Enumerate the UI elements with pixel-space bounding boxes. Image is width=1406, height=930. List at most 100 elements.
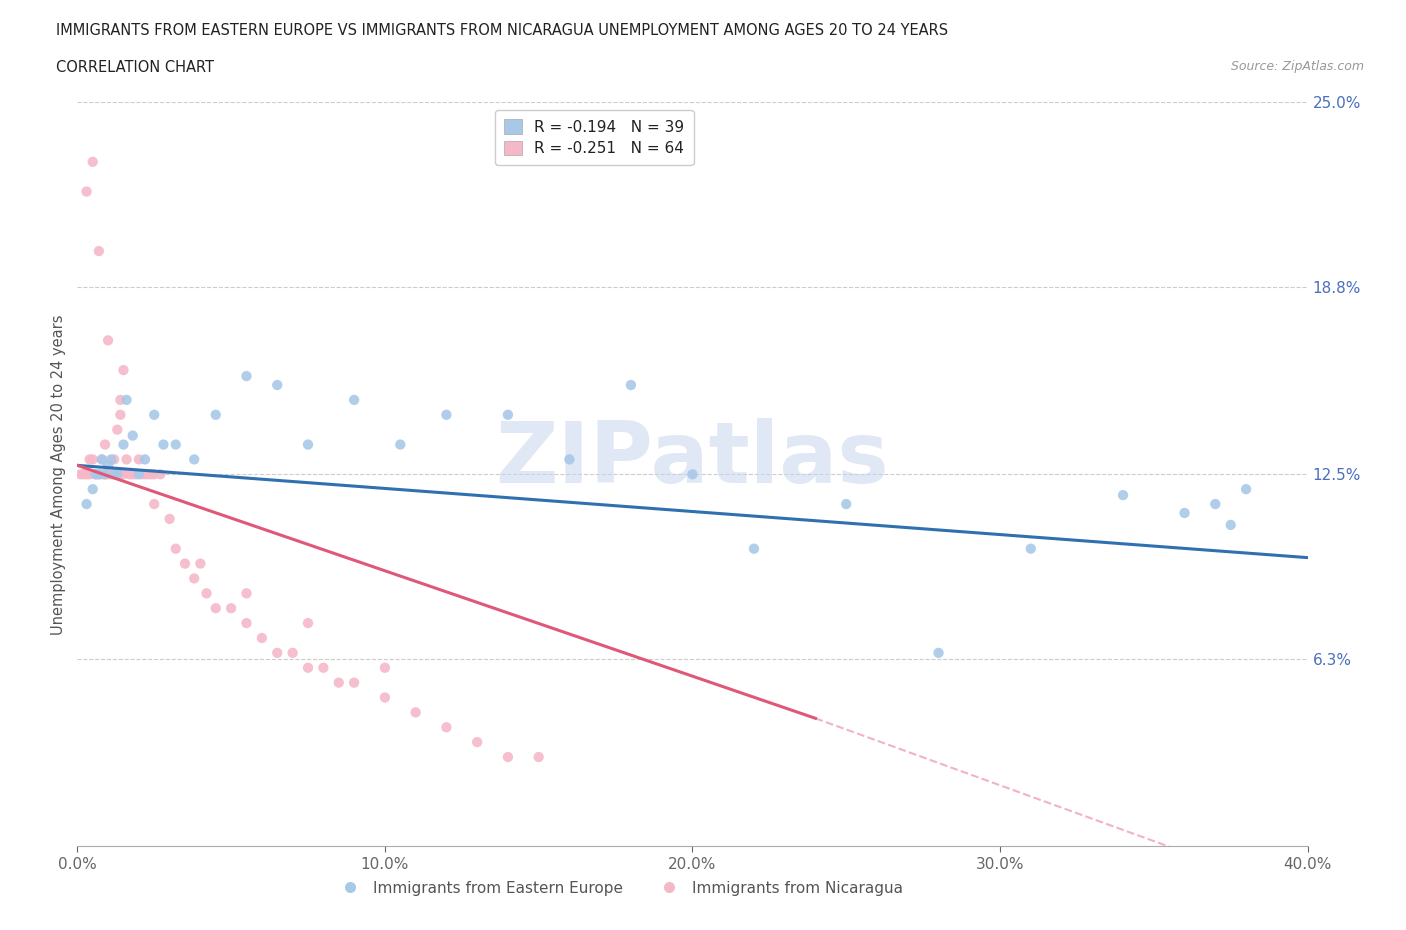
Point xyxy=(188,556,212,571)
Point xyxy=(110,467,132,482)
Point xyxy=(405,705,427,720)
Point xyxy=(103,452,125,467)
Point xyxy=(76,497,98,512)
Point xyxy=(835,497,858,512)
Point xyxy=(165,437,187,452)
Point xyxy=(266,645,288,660)
Point xyxy=(174,556,197,571)
Point xyxy=(250,631,273,645)
Point xyxy=(94,467,117,482)
Y-axis label: Unemployment Among Ages 20 to 24 years: Unemployment Among Ages 20 to 24 years xyxy=(51,314,66,634)
Point xyxy=(97,333,120,348)
Point xyxy=(204,407,226,422)
Point xyxy=(112,467,135,482)
Point xyxy=(128,452,150,467)
Text: ZIPatlas: ZIPatlas xyxy=(495,418,890,501)
Point xyxy=(183,452,205,467)
Point xyxy=(84,467,107,482)
Point xyxy=(82,154,104,169)
Point xyxy=(103,467,125,482)
Point xyxy=(125,467,148,482)
Point xyxy=(297,660,319,675)
Point xyxy=(297,616,319,631)
Point xyxy=(374,660,396,675)
Point xyxy=(235,586,257,601)
Point xyxy=(90,452,114,467)
Point xyxy=(76,184,98,199)
Point xyxy=(82,482,104,497)
Point xyxy=(134,467,156,482)
Point xyxy=(374,690,396,705)
Point xyxy=(112,363,135,378)
Point xyxy=(143,407,166,422)
Point xyxy=(121,428,143,443)
Point xyxy=(84,467,107,482)
Point xyxy=(297,437,319,452)
Point xyxy=(105,467,128,482)
Point xyxy=(112,437,135,452)
Point xyxy=(1204,497,1226,512)
Point xyxy=(76,467,98,482)
Point xyxy=(742,541,765,556)
Point xyxy=(97,458,120,472)
Point xyxy=(128,467,150,482)
Point xyxy=(436,407,458,422)
Point xyxy=(149,467,172,482)
Point xyxy=(94,437,117,452)
Point xyxy=(620,378,643,392)
Point xyxy=(82,452,104,467)
Point xyxy=(1234,482,1257,497)
Point xyxy=(1112,487,1135,502)
Point xyxy=(389,437,412,452)
Point xyxy=(87,467,110,482)
Point xyxy=(281,645,304,660)
Point xyxy=(527,750,550,764)
Point xyxy=(165,541,187,556)
Point xyxy=(1174,506,1197,521)
Point xyxy=(103,467,125,482)
Point xyxy=(204,601,226,616)
Point xyxy=(105,467,128,482)
Point xyxy=(682,467,704,482)
Point xyxy=(110,407,132,422)
Point xyxy=(141,467,163,482)
Point xyxy=(328,675,350,690)
Point xyxy=(343,675,366,690)
Point xyxy=(110,392,132,407)
Point xyxy=(195,586,218,601)
Point xyxy=(90,467,114,482)
Point xyxy=(183,571,205,586)
Point xyxy=(87,467,110,482)
Point xyxy=(97,467,120,482)
Point xyxy=(343,392,366,407)
Point xyxy=(90,452,114,467)
Point xyxy=(100,452,122,467)
Point xyxy=(558,452,581,467)
Point xyxy=(79,467,101,482)
Point xyxy=(121,467,143,482)
Point xyxy=(136,467,159,482)
Point xyxy=(312,660,335,675)
Point xyxy=(928,645,950,660)
Point xyxy=(496,407,519,422)
Text: Source: ZipAtlas.com: Source: ZipAtlas.com xyxy=(1230,60,1364,73)
Point xyxy=(143,467,166,482)
Point xyxy=(235,368,257,383)
Point xyxy=(87,244,110,259)
Point xyxy=(134,452,156,467)
Point xyxy=(69,467,91,482)
Point xyxy=(105,422,128,437)
Point xyxy=(219,601,242,616)
Point xyxy=(143,497,166,512)
Point xyxy=(118,467,141,482)
Point xyxy=(1219,517,1241,532)
Point xyxy=(235,616,257,631)
Point xyxy=(131,467,153,482)
Point xyxy=(465,735,488,750)
Point xyxy=(100,467,122,482)
Point xyxy=(496,750,519,764)
Point xyxy=(152,437,174,452)
Point xyxy=(115,452,138,467)
Text: CORRELATION CHART: CORRELATION CHART xyxy=(56,60,214,75)
Legend: Immigrants from Eastern Europe, Immigrants from Nicaragua: Immigrants from Eastern Europe, Immigran… xyxy=(329,875,908,902)
